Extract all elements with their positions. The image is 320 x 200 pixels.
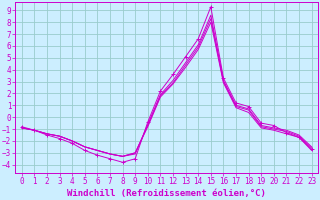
X-axis label: Windchill (Refroidissement éolien,°C): Windchill (Refroidissement éolien,°C) [67,189,266,198]
